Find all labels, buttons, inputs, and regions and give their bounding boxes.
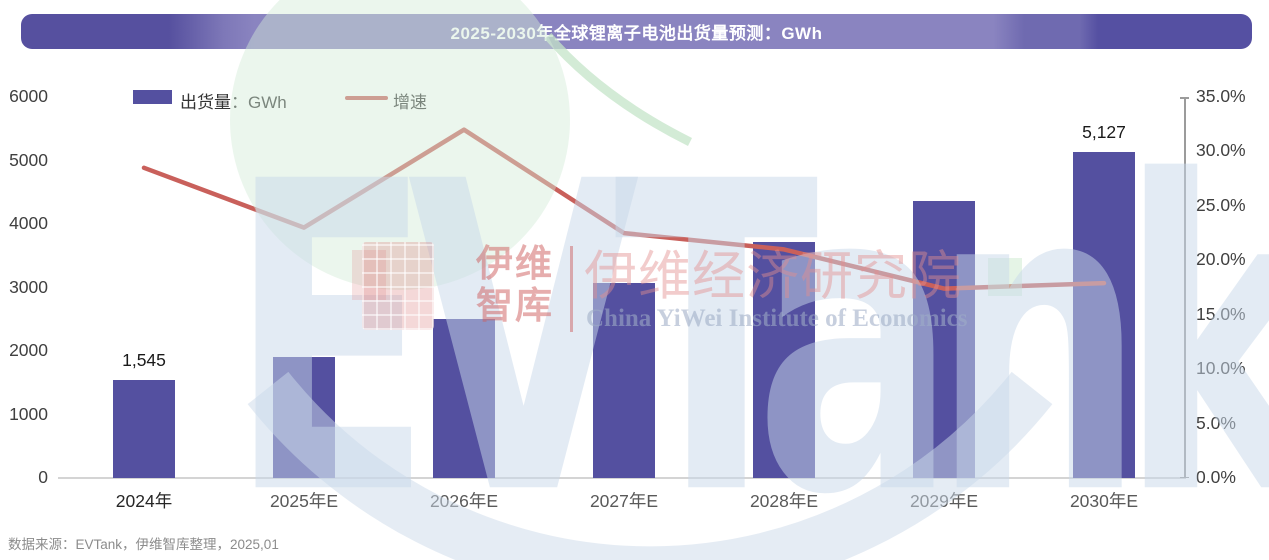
bar-2025年E bbox=[273, 357, 335, 478]
right-axis-line bbox=[1184, 97, 1186, 478]
y-axis-left-tick: 4000 bbox=[9, 213, 48, 233]
bar-2026年E bbox=[433, 318, 495, 478]
bar-value-label: 1,545 bbox=[122, 349, 166, 370]
yiwei-logo-text: 伊维 智库 bbox=[476, 243, 554, 327]
yiwei-logo-seal-icon bbox=[362, 242, 434, 330]
x-axis-label-2028年E: 2028年E bbox=[749, 491, 819, 511]
watermark-divider-line bbox=[570, 246, 573, 332]
y-axis-left-tick: 0 bbox=[38, 467, 48, 487]
x-axis-label-2030年E: 2030年E bbox=[1069, 491, 1139, 511]
bar-value-label: 5,127 bbox=[1082, 122, 1126, 143]
x-axis-label-2029年E: 2029年E bbox=[909, 491, 979, 511]
x-axis-label-2025年E: 2025年E bbox=[269, 491, 339, 511]
chart-title-bar: 2025-2030年全球锂离子电池出货量预测：GWh bbox=[21, 14, 1252, 49]
y-axis-left-tick: 3000 bbox=[9, 276, 48, 297]
data-source-note: 数据来源：EVTank，伊维智库整理，2025,01 bbox=[8, 537, 279, 552]
y-axis-right-tick: 35.0% bbox=[1196, 86, 1246, 106]
y-axis-left-tick: 2000 bbox=[9, 340, 48, 360]
yiwei-logo-text-line1: 伊维 bbox=[476, 243, 554, 284]
legend-line-label: 增速 bbox=[393, 93, 427, 112]
y-axis-left-tick: 6000 bbox=[9, 86, 48, 106]
y-axis-right-tick: 20.0% bbox=[1196, 249, 1246, 270]
right-axis-tick-bottom bbox=[1180, 476, 1189, 478]
bar-2027年E bbox=[593, 283, 655, 478]
y-axis-right-tick: 25.0% bbox=[1196, 194, 1246, 215]
yiwei-logo-back-square bbox=[352, 250, 386, 300]
y-axis-left-tick: 1000 bbox=[9, 403, 48, 424]
x-axis-label-2024年: 2024年 bbox=[115, 491, 173, 511]
x-axis-label-2026年E: 2026年E bbox=[429, 491, 499, 511]
chart-title: 2025-2030年全球锂离子电池出货量预测：GWh bbox=[450, 24, 823, 43]
bar-2029年E bbox=[913, 201, 975, 478]
legend-line-swatch bbox=[345, 96, 388, 100]
right-axis-tick-top bbox=[1180, 97, 1189, 99]
bar-2024年 bbox=[113, 379, 175, 478]
y-axis-right-tick: 15.0% bbox=[1196, 303, 1246, 324]
bar-2028年E bbox=[753, 242, 815, 478]
legend-bar-swatch bbox=[133, 90, 172, 104]
y-axis-right-tick: 30.0% bbox=[1196, 140, 1246, 161]
green-thin-arc bbox=[544, 33, 693, 147]
y-axis-right-tick: 10.0% bbox=[1196, 358, 1246, 379]
y-axis-right-tick: 0.0% bbox=[1196, 467, 1236, 487]
y-axis-right-tick: 5.0% bbox=[1196, 412, 1236, 433]
y-axis-left-tick: 5000 bbox=[9, 149, 48, 170]
legend-bar-label: 出货量：GWh bbox=[180, 93, 287, 112]
green-square-decoration bbox=[988, 258, 1022, 296]
x-axis-label-2027年E: 2027年E bbox=[589, 491, 659, 511]
bar-2030年E bbox=[1073, 152, 1135, 478]
